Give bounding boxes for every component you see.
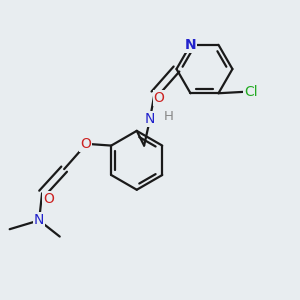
Text: H: H bbox=[164, 110, 174, 123]
Text: N: N bbox=[185, 38, 196, 52]
Text: O: O bbox=[80, 137, 91, 151]
Text: N: N bbox=[145, 112, 155, 126]
Text: O: O bbox=[154, 91, 165, 105]
Text: O: O bbox=[43, 192, 54, 206]
Text: N: N bbox=[34, 213, 44, 227]
Text: Cl: Cl bbox=[244, 85, 258, 99]
